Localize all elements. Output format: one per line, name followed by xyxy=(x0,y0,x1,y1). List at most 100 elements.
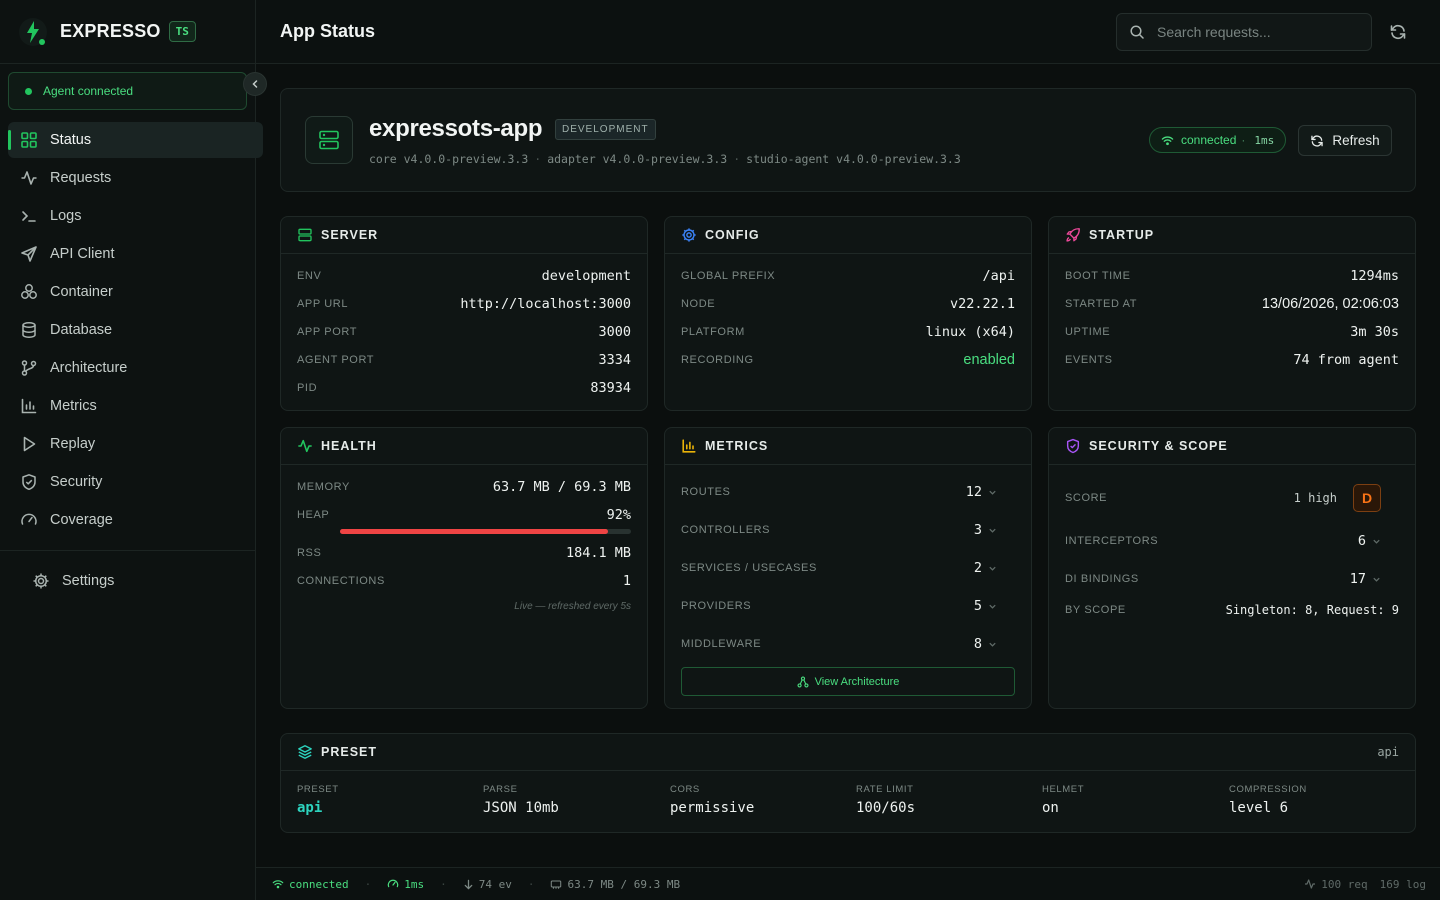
parse-value: JSON 10mb xyxy=(483,800,559,816)
sidebar-item-api-client[interactable]: API Client xyxy=(8,236,263,272)
refresh-icon xyxy=(1311,134,1324,147)
sidebar-item-security[interactable]: Security xyxy=(8,464,263,500)
pid-value: 83934 xyxy=(590,380,631,396)
app-url-value[interactable]: http://localhost:3000 xyxy=(460,296,631,312)
status-bar: connected · 1ms · 74 ev · 63.7 MB / 69.3… xyxy=(256,867,1440,900)
sidebar-item-architecture[interactable]: Architecture xyxy=(8,350,263,386)
sidebar-item-status[interactable]: Status xyxy=(8,122,263,158)
agent-status-label: Agent connected xyxy=(43,84,134,98)
chevron-down-icon xyxy=(1373,539,1380,544)
sidebar-item-settings[interactable]: Settings xyxy=(20,562,114,600)
search-input[interactable] xyxy=(1157,24,1357,40)
app-header-card: expressots-app DEVELOPMENT core v4.0.0-p… xyxy=(280,88,1416,192)
di-bindings-row[interactable]: DI BINDINGS 17 xyxy=(1065,571,1381,587)
chevron-down-icon xyxy=(989,642,996,647)
refresh-label: Refresh xyxy=(1332,133,1380,148)
agent-status: Agent connected xyxy=(8,72,247,110)
database-icon xyxy=(22,322,36,338)
sidebar-item-metrics[interactable]: Metrics xyxy=(8,388,263,424)
started-at-label: STARTED AT xyxy=(1065,298,1138,310)
node-label: NODE xyxy=(681,298,716,310)
sidebar-item-container[interactable]: Container xyxy=(8,274,263,310)
sidebar-item-label: Replay xyxy=(50,436,96,452)
footer-logs-label: 169 log xyxy=(1379,877,1426,891)
card-title: HEALTH xyxy=(321,439,377,453)
server-icon xyxy=(298,228,312,242)
footer-latency: 1ms xyxy=(387,878,424,891)
refresh-top-button[interactable] xyxy=(1386,20,1410,44)
ts-badge: TS xyxy=(168,21,196,42)
app-port-label: APP PORT xyxy=(297,326,358,338)
sidebar-item-label: Status xyxy=(50,132,92,148)
chevron-down-icon xyxy=(1373,577,1380,582)
metrics-card: METRICS ROUTES 12 CONTROLLERS 3 SERVICES /… xyxy=(664,427,1032,709)
server-card: SERVER ENV development APP URL http://loca… xyxy=(280,216,648,411)
boot-time-label: BOOT TIME xyxy=(1065,270,1131,282)
global-prefix-value: /api xyxy=(982,268,1015,284)
shield-check-icon xyxy=(22,474,36,491)
view-architecture-button[interactable]: View Architecture xyxy=(681,667,1015,696)
sidebar: EXPRESSO TS Agent connected Status Reque… xyxy=(0,0,267,900)
parse-label: PARSE xyxy=(483,784,518,795)
score-label: SCORE xyxy=(1065,492,1108,504)
heap-label: HEAP xyxy=(297,509,330,521)
bar-chart-icon xyxy=(21,398,37,414)
routes-row[interactable]: ROUTES 12 xyxy=(681,484,997,500)
interceptors-value: 6 xyxy=(1357,533,1366,549)
global-prefix-label: GLOBAL PREFIX xyxy=(681,270,776,282)
card-title: SECURITY & SCOPE xyxy=(1089,439,1228,453)
boot-time-value: 1294ms xyxy=(1350,268,1399,284)
view-architecture-label: View Architecture xyxy=(814,675,900,688)
search-box[interactable] xyxy=(1116,13,1372,51)
providers-label: PROVIDERS xyxy=(681,600,752,612)
footer-events: 74 ev xyxy=(463,878,512,891)
studio-agent-version: studio-agent v4.0.0-preview.3.3 xyxy=(746,152,961,166)
middleware-row[interactable]: MIDDLEWARE 8 xyxy=(681,636,997,652)
preset-col-compression: COMPRESSION level 6 xyxy=(1229,784,1307,816)
recording-label: RECORDING xyxy=(681,354,754,366)
node-value: v22.22.1 xyxy=(949,296,1015,312)
sidebar-item-label: Requests xyxy=(50,170,112,186)
sidebar-item-label: Container xyxy=(50,284,113,300)
compression-label: COMPRESSION xyxy=(1229,784,1307,795)
connection-status: connected xyxy=(1181,133,1237,147)
pid-label: PID xyxy=(297,382,318,394)
sidebar-item-label: Database xyxy=(50,322,113,338)
controllers-row[interactable]: CONTROLLERS 3 xyxy=(681,522,997,538)
sidebar-item-requests[interactable]: Requests xyxy=(8,160,263,196)
controllers-value: 3 xyxy=(973,522,982,538)
helmet-value: on xyxy=(1042,800,1059,816)
refresh-button[interactable]: Refresh xyxy=(1298,125,1392,156)
sidebar-item-database[interactable]: Database xyxy=(8,312,263,348)
rate-limit-value: 100/60s xyxy=(856,800,916,816)
preset-label: PRESET xyxy=(297,784,339,795)
events-label: EVENTS xyxy=(1065,354,1113,366)
terminal-icon xyxy=(22,211,36,222)
git-branch-icon xyxy=(21,360,37,376)
grade-badge[interactable]: D xyxy=(1353,484,1381,512)
boxes-icon xyxy=(21,284,37,299)
health-card: HEALTH MEMORY 63.7 MB / 69.3 MB HEAP 92% R… xyxy=(280,427,648,709)
sidebar-item-logs[interactable]: Logs xyxy=(8,198,263,234)
gear-icon xyxy=(33,573,49,589)
interceptors-row[interactable]: INTERCEPTORS 6 xyxy=(1065,533,1381,549)
chevron-down-icon xyxy=(989,604,996,609)
brand[interactable]: EXPRESSO TS xyxy=(0,0,255,64)
sidebar-item-replay[interactable]: Replay xyxy=(8,426,263,462)
sidebar-item-coverage[interactable]: Coverage xyxy=(8,502,263,538)
activity-icon xyxy=(298,439,312,453)
collapse-sidebar-button[interactable] xyxy=(243,72,267,96)
env-badge: DEVELOPMENT xyxy=(555,119,656,140)
arrow-down-icon xyxy=(464,879,473,890)
services-value: 2 xyxy=(973,560,982,576)
rocket-icon xyxy=(1066,228,1080,242)
startup-card: STARTUP BOOT TIME 1294ms STARTED AT 13/06/… xyxy=(1048,216,1416,411)
services-row[interactable]: SERVICES / USECASES 2 xyxy=(681,560,997,576)
footer-memory-label: 63.7 MB / 69.3 MB xyxy=(567,877,681,891)
middleware-label: MIDDLEWARE xyxy=(681,638,762,650)
by-scope-label: BY SCOPE xyxy=(1065,604,1126,616)
heap-value: 92% xyxy=(606,507,631,523)
footer-connection-label: connected xyxy=(289,877,349,891)
preset-card: PRESET api PRESET api PARSE JSON 10mb CORS… xyxy=(280,733,1416,833)
providers-row[interactable]: PROVIDERS 5 xyxy=(681,598,997,614)
